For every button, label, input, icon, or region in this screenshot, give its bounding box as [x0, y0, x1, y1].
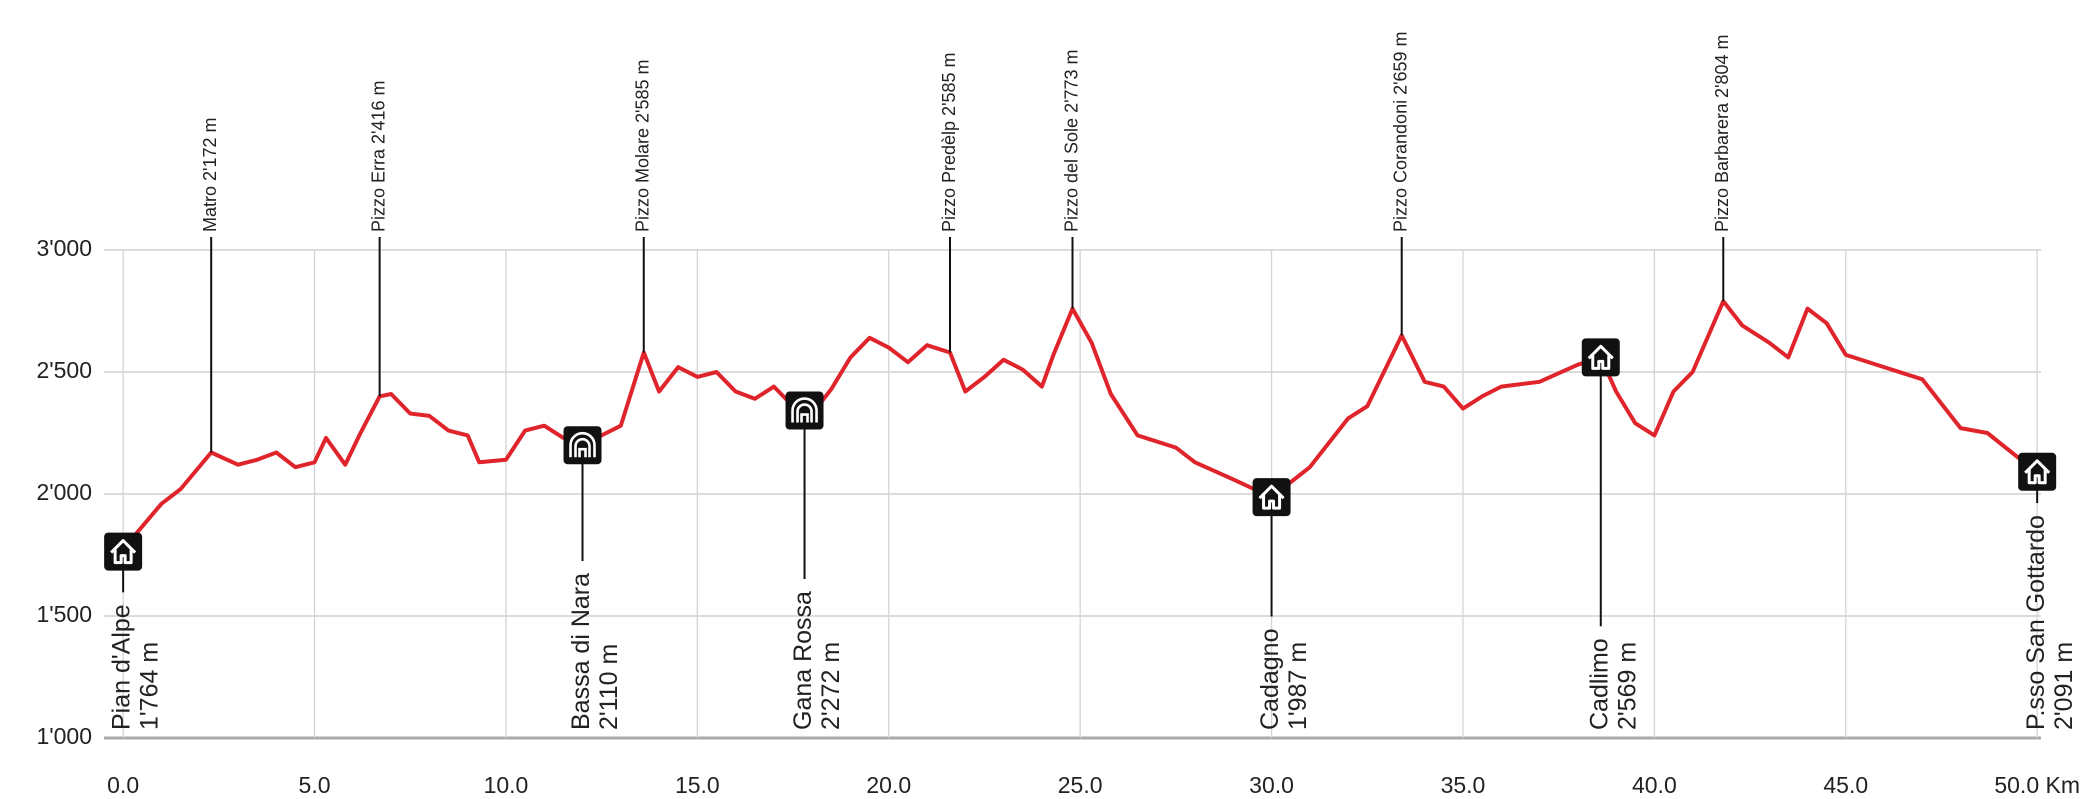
x-tick-label: 20.0 [866, 772, 911, 798]
hut-elevation: 2'569 m [1613, 642, 1641, 730]
icon-box [785, 391, 824, 430]
y-tick-label: 2'500 [36, 357, 92, 383]
icon-box [563, 426, 602, 465]
hut-name: Bassa di Nara [567, 573, 595, 730]
hut-name: Gana Rossa [789, 591, 817, 730]
icon-box [1581, 338, 1620, 377]
hut-elevation: 2'272 m [817, 642, 845, 730]
peak-label: Pizzo Barbarera 2'804 m [1712, 34, 1732, 232]
icon-box [1252, 478, 1291, 517]
icon-house [1258, 484, 1285, 510]
peak-label: Pizzo del Sole 2'773 m [1061, 49, 1081, 232]
x-tick-label: 50.0 Km [1994, 772, 2080, 798]
peak-label: Pizzo Predèlp 2'585 m [939, 52, 959, 232]
x-tick-label: 10.0 [484, 772, 529, 798]
hut-icon [1252, 478, 1291, 517]
peak-label: Pizzo Erra 2'416 m [368, 81, 388, 233]
hut-elevation: 2'091 m [2050, 642, 2078, 730]
icon-bivouac [569, 431, 596, 458]
icon-house [110, 539, 137, 565]
icon-house [1587, 344, 1614, 370]
hut-name: Cadagno [1256, 629, 1284, 730]
x-tick-label: 0.0 [107, 772, 139, 798]
x-tick-label: 25.0 [1058, 772, 1103, 798]
x-tick-label: 45.0 [1823, 772, 1868, 798]
hut-icon [785, 391, 824, 430]
hut-elevation: 2'110 m [595, 644, 623, 730]
x-tick-label: 5.0 [299, 772, 331, 798]
hut-name: Cadlimo [1585, 638, 1613, 730]
icon-bivouac [791, 397, 818, 423]
x-tick-label: 15.0 [675, 772, 720, 798]
y-tick-label: 1'500 [36, 601, 92, 627]
hut-name: Pian d'Alpe [108, 604, 136, 730]
x-tick-label: 40.0 [1632, 772, 1677, 798]
hut-icon [1581, 338, 1620, 377]
peak-label: Pizzo Corandoni 2'659 m [1390, 31, 1410, 232]
hut-elevation: 1'987 m [1284, 642, 1312, 730]
hut-icon [563, 426, 602, 465]
y-tick-label: 2'000 [36, 479, 92, 505]
y-tick-label: 3'000 [36, 235, 92, 261]
y-tick-label: 1'000 [36, 723, 92, 749]
hut-name: P.sso San Gottardo [2022, 515, 2050, 730]
peak-label: Matro 2'172 m [200, 118, 220, 233]
icon-house [2024, 459, 2051, 485]
x-tick-label: 30.0 [1249, 772, 1294, 798]
x-tick-label: 35.0 [1441, 772, 1486, 798]
hut-elevation: 1'764 m [136, 642, 164, 730]
icon-box [2018, 452, 2057, 491]
icon-box [104, 532, 143, 571]
hut-icon [104, 532, 143, 571]
peak-label: Pizzo Molare 2'585 m [633, 59, 653, 232]
elevation-line [121, 299, 2039, 553]
hut-icon [2018, 452, 2057, 491]
